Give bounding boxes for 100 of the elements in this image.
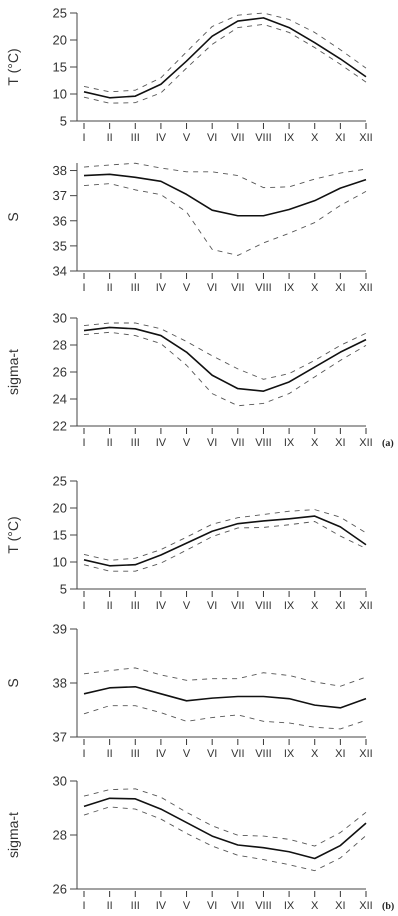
x-tick-label: X [311,132,320,144]
y-axis-title: S [5,212,21,222]
y-tick-label: 35 [52,238,67,254]
y-tick-label: 20 [52,32,67,48]
x-tick-label: VIII [255,600,272,612]
line-series [84,806,366,872]
x-tick-label: III [130,748,140,760]
y-tick-label: 34 [52,264,67,279]
x-tick-label: XII [359,600,373,612]
x-tick-label: XI [335,600,346,612]
x-tick-label: IV [156,132,167,144]
y-tick-label: 5 [60,582,67,597]
x-tick-label: VI [206,748,218,760]
y-tick-label: 37 [52,730,67,745]
x-tick-label: X [311,748,320,760]
x-tick-label: IX [284,748,295,760]
y-tick-label: 39 [52,622,67,637]
line-series [84,183,366,256]
x-tick-label: IX [284,282,295,294]
y-tick-label: 37 [52,188,67,204]
x-tick-label: II [106,437,113,449]
y-tick-label: 36 [52,213,67,228]
x-tick-label: I [82,437,86,449]
x-tick-label: XII [359,437,373,449]
y-tick-label: 30 [52,774,67,789]
x-tick-label: IV [156,282,167,294]
x-tick-label: III [130,900,140,912]
x-tick-label: VIII [255,132,272,144]
x-tick-label: II [106,900,113,912]
x-tick-label: VII [231,900,245,912]
line-series [83,686,367,709]
line-series [83,515,367,567]
x-tick-label: XII [359,132,373,144]
y-tick-label: 28 [52,828,67,843]
x-tick-label: V [182,132,191,144]
x-tick-label: VII [231,748,245,760]
x-tick-label: V [182,900,191,912]
x-tick-label: IX [284,132,295,144]
x-tick-label: VI [206,282,218,294]
x-tick-label: IX [284,437,295,449]
line-series [83,174,367,217]
x-tick-label: VII [231,437,245,449]
x-tick-label: VIII [255,900,272,912]
x-tick-label: VIII [255,748,272,760]
y-axis-title: sigma-t [5,812,21,858]
y-tick-label: 38 [52,676,67,691]
x-tick-label: XII [359,748,373,760]
y-tick-label: 5 [60,114,67,129]
line-series [83,797,367,860]
x-tick-label: I [82,748,86,760]
x-tick-label: IV [156,600,167,612]
line-series [83,326,367,392]
x-tick-label: VIII [255,437,272,449]
x-tick-label: V [182,437,191,449]
x-tick-label: X [311,900,320,912]
x-tick-label: V [182,282,191,294]
text: (b) [382,901,394,912]
x-tick-label: XII [359,900,373,912]
x-tick-label: IV [156,437,167,449]
x-tick-label: XII [359,282,373,294]
line-series [84,332,366,406]
y-tick-label: 24 [52,392,67,407]
x-tick-label: VI [206,600,218,612]
x-tick-label: V [182,600,191,612]
x-tick-label: XI [335,748,346,760]
x-tick-label: X [311,437,320,449]
x-tick-label: III [130,437,140,449]
x-tick-label: IV [156,748,167,760]
text: (a) [382,438,394,449]
y-tick-label: 20 [52,500,67,516]
x-tick-label: IX [284,600,295,612]
x-tick-label: VI [206,437,218,449]
y-tick-label: 25 [52,6,67,21]
x-tick-label: I [82,282,86,294]
x-tick-label: II [106,282,113,294]
x-tick-label: VIII [255,282,272,294]
y-tick-label: 30 [52,310,67,326]
y-tick-label: 15 [52,60,67,75]
x-tick-label: XI [335,282,346,294]
x-tick-label: XI [335,900,346,912]
y-tick-label: 25 [52,474,67,489]
x-tick-label: I [82,600,86,612]
y-axis-title: T (°C) [5,48,21,86]
y-tick-label: 10 [52,86,67,102]
x-tick-label: X [311,282,320,294]
line-series [84,322,366,380]
x-tick-label: VII [231,282,245,294]
x-tick-label: VII [231,600,245,612]
x-tick-label: V [182,748,191,760]
x-tick-label: VI [206,900,218,912]
y-tick-label: 22 [52,418,67,434]
x-tick-label: II [106,748,113,760]
x-tick-label: IV [156,900,167,912]
x-tick-label: I [82,132,86,144]
y-axis-title: T (°C) [5,516,21,554]
x-tick-label: III [130,282,140,294]
x-tick-label: X [311,600,320,612]
y-tick-label: 15 [52,528,67,543]
x-tick-label: VII [231,132,245,144]
x-tick-label: III [130,600,140,612]
